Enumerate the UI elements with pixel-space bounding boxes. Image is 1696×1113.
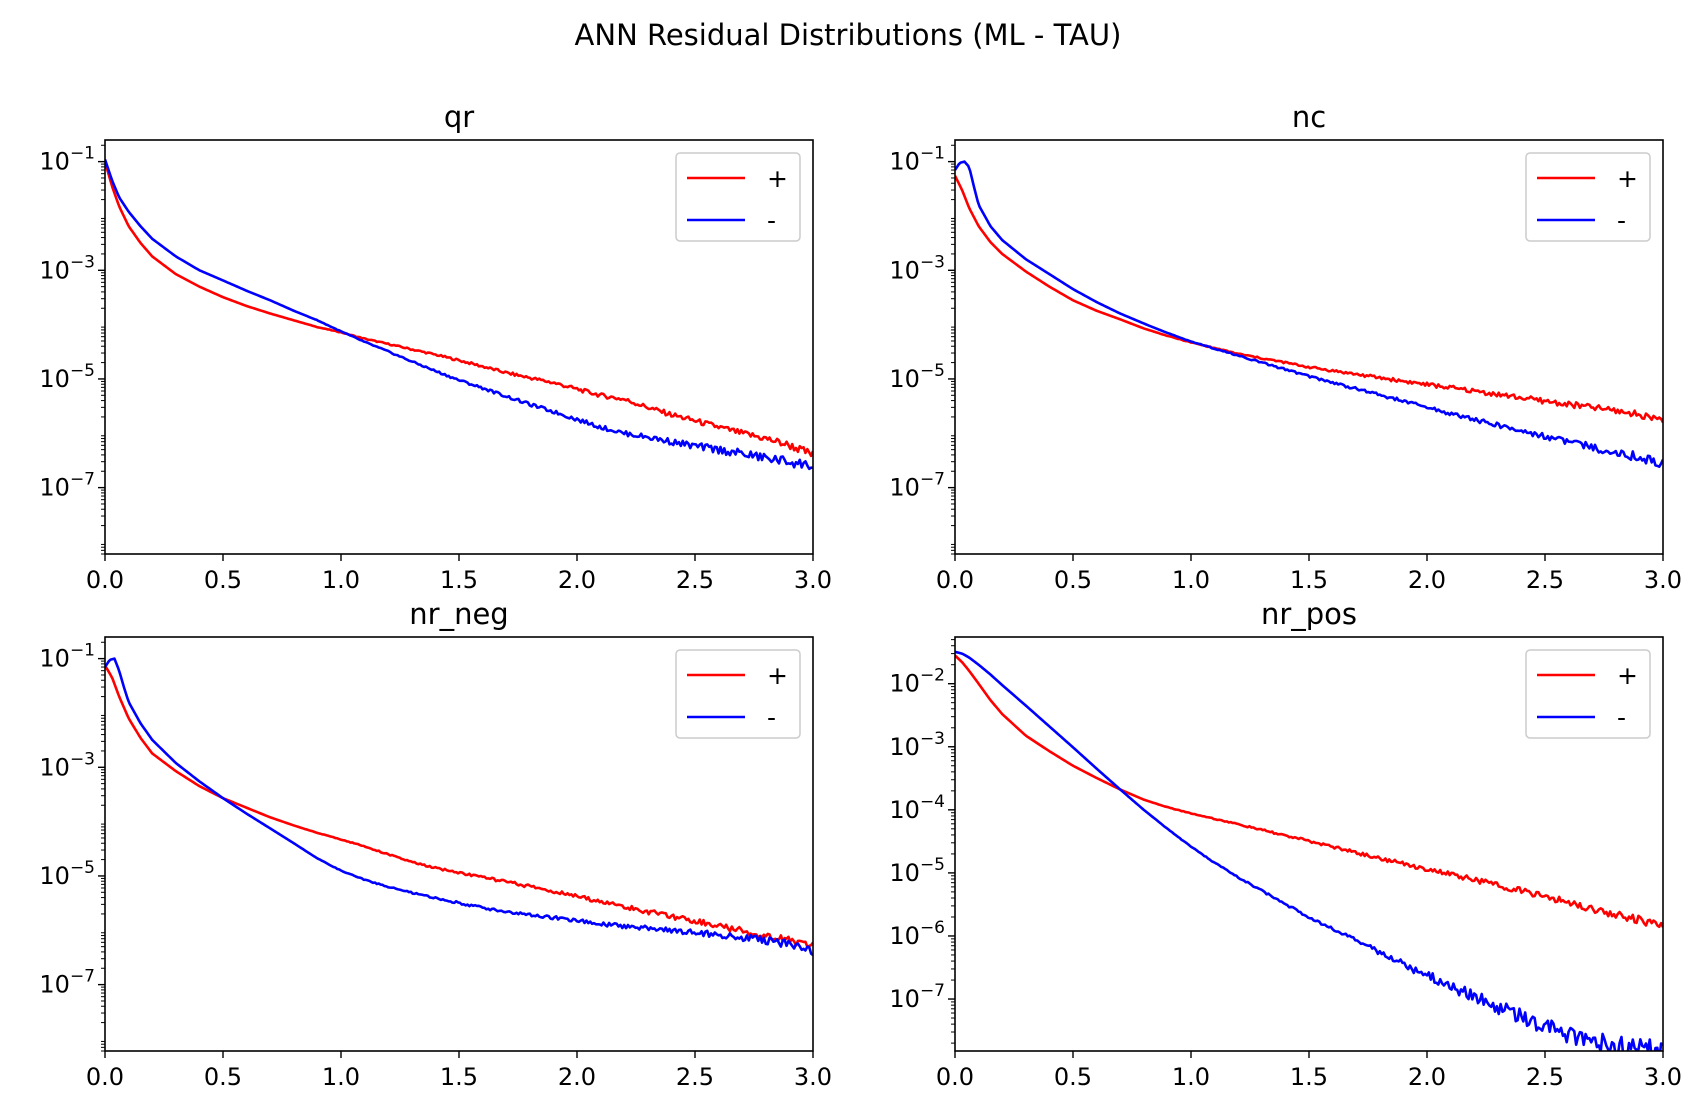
legend: +- bbox=[1525, 152, 1651, 242]
y-tick-label: 10−7 bbox=[889, 981, 945, 1013]
y-tick-label: 10−1 bbox=[889, 144, 945, 176]
y-tick-label: 10−6 bbox=[889, 918, 945, 950]
subplot-nr-pos: nr_pos 0.0 0.5 1.0 1.5 2.0 2.5 3.0 10−2 10−3 10−4 1… bbox=[889, 597, 1682, 1091]
x-tick-label: 1.5 bbox=[440, 566, 478, 594]
x-tick-label: 1.0 bbox=[1172, 1063, 1210, 1091]
legend-label: - bbox=[767, 703, 776, 732]
x-tick-label: 0.0 bbox=[86, 1063, 124, 1091]
x-tick-label: 2.0 bbox=[558, 566, 596, 594]
y-tick-label: 10−3 bbox=[889, 252, 945, 284]
legend-label: + bbox=[1617, 164, 1638, 193]
y-tick-label: 10−3 bbox=[889, 729, 945, 761]
subplot-grid: qr 0.0 0.5 1.0 1.5 2.0 2.5 3.0 10−1 10−3 10−5 10−7 +… bbox=[39, 100, 1682, 1091]
legend-label: - bbox=[767, 206, 776, 235]
y-tick-label: 10−3 bbox=[39, 252, 95, 284]
legend-label: + bbox=[1617, 661, 1638, 690]
y-tick-label: 10−5 bbox=[889, 361, 945, 393]
x-tick-label: 0.5 bbox=[204, 566, 242, 594]
legend-label: - bbox=[1617, 703, 1626, 732]
y-tick-label: 10−1 bbox=[39, 641, 95, 673]
x-tick-label: 1.5 bbox=[1290, 1063, 1328, 1091]
x-tick-label: 2.5 bbox=[676, 566, 714, 594]
x-tick-label: 0.0 bbox=[86, 566, 124, 594]
y-tick-label: 10−5 bbox=[39, 858, 95, 890]
legend-label: - bbox=[1617, 206, 1626, 235]
x-tick-label: 0.0 bbox=[936, 1063, 974, 1091]
x-tick-label: 3.0 bbox=[1644, 1063, 1682, 1091]
series-line-minus bbox=[955, 650, 1663, 1051]
figure-suptitle: ANN Residual Distributions (ML - TAU) bbox=[575, 18, 1122, 52]
subplot-title: qr bbox=[444, 100, 474, 134]
x-tick-label: 0.5 bbox=[204, 1063, 242, 1091]
x-tick-label: 1.0 bbox=[322, 1063, 360, 1091]
y-tick-label: 10−3 bbox=[39, 749, 95, 781]
x-tick-label: 2.0 bbox=[558, 1063, 596, 1091]
x-tick-label: 3.0 bbox=[1644, 566, 1682, 594]
x-tick-label: 1.0 bbox=[322, 566, 360, 594]
y-tick-label: 10−5 bbox=[889, 855, 945, 887]
subplot-title: nr_pos bbox=[1261, 597, 1357, 631]
y-tick-label: 10−2 bbox=[889, 666, 945, 698]
legend: +- bbox=[675, 152, 801, 242]
series-line-minus bbox=[105, 657, 813, 957]
legend-label: + bbox=[767, 164, 788, 193]
subplot-nc: nc 0.0 0.5 1.0 1.5 2.0 2.5 3.0 10−1 10−3 10−5 10−7 +… bbox=[889, 100, 1682, 594]
series-line-plus bbox=[955, 654, 1663, 929]
y-tick-label: 10−5 bbox=[39, 361, 95, 393]
x-tick-label: 1.5 bbox=[1290, 566, 1328, 594]
x-tick-label: 0.5 bbox=[1054, 566, 1092, 594]
series-line-minus bbox=[105, 158, 813, 471]
x-tick-label: 3.0 bbox=[794, 566, 832, 594]
y-tick-label: 10−1 bbox=[39, 144, 95, 176]
x-tick-label: 0.0 bbox=[936, 566, 974, 594]
y-tick-label: 10−7 bbox=[39, 470, 95, 502]
x-tick-label: 2.0 bbox=[1408, 566, 1446, 594]
y-tick-label: 10−4 bbox=[889, 792, 945, 824]
subplot-title: nc bbox=[1292, 100, 1326, 134]
subplot-qr: qr 0.0 0.5 1.0 1.5 2.0 2.5 3.0 10−1 10−3 10−5 10−7 +… bbox=[39, 100, 832, 594]
x-tick-label: 1.5 bbox=[440, 1063, 478, 1091]
series-line-minus bbox=[955, 160, 1663, 469]
series-line-plus bbox=[955, 175, 1663, 424]
x-tick-label: 2.5 bbox=[676, 1063, 714, 1091]
legend: +- bbox=[1525, 649, 1651, 739]
x-tick-label: 2.0 bbox=[1408, 1063, 1446, 1091]
legend-label: + bbox=[767, 661, 788, 690]
x-tick-label: 1.0 bbox=[1172, 566, 1210, 594]
x-tick-label: 0.5 bbox=[1054, 1063, 1092, 1091]
legend: +- bbox=[675, 649, 801, 739]
y-tick-label: 10−7 bbox=[889, 470, 945, 502]
y-tick-label: 10−7 bbox=[39, 967, 95, 999]
series-line-plus bbox=[105, 161, 813, 458]
x-tick-label: 2.5 bbox=[1526, 566, 1564, 594]
x-tick-label: 2.5 bbox=[1526, 1063, 1564, 1091]
subplot-nr-neg: nr_neg 0.0 0.5 1.0 1.5 2.0 2.5 3.0 10−1 10−3 10−5 1… bbox=[39, 597, 832, 1091]
subplot-title: nr_neg bbox=[409, 597, 508, 631]
x-tick-label: 3.0 bbox=[794, 1063, 832, 1091]
